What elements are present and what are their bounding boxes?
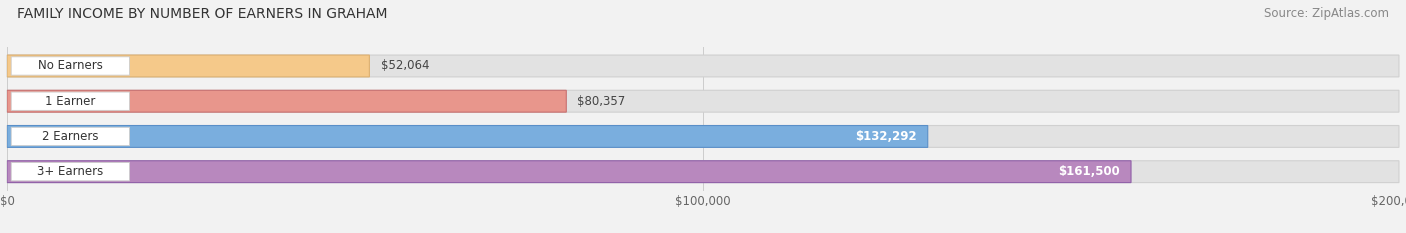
FancyBboxPatch shape: [7, 126, 1399, 147]
Text: $161,500: $161,500: [1059, 165, 1121, 178]
FancyBboxPatch shape: [7, 90, 567, 112]
FancyBboxPatch shape: [7, 90, 1399, 112]
FancyBboxPatch shape: [7, 55, 370, 77]
Text: $52,064: $52,064: [381, 59, 429, 72]
Text: Source: ZipAtlas.com: Source: ZipAtlas.com: [1264, 7, 1389, 20]
FancyBboxPatch shape: [7, 161, 1399, 183]
FancyBboxPatch shape: [11, 163, 129, 181]
FancyBboxPatch shape: [7, 55, 1399, 77]
Text: 2 Earners: 2 Earners: [42, 130, 98, 143]
Text: $132,292: $132,292: [855, 130, 917, 143]
Text: $80,357: $80,357: [578, 95, 626, 108]
FancyBboxPatch shape: [7, 126, 928, 147]
FancyBboxPatch shape: [11, 92, 129, 110]
FancyBboxPatch shape: [11, 57, 129, 75]
Text: No Earners: No Earners: [38, 59, 103, 72]
Text: 3+ Earners: 3+ Earners: [37, 165, 104, 178]
Text: FAMILY INCOME BY NUMBER OF EARNERS IN GRAHAM: FAMILY INCOME BY NUMBER OF EARNERS IN GR…: [17, 7, 388, 21]
FancyBboxPatch shape: [11, 127, 129, 146]
Text: 1 Earner: 1 Earner: [45, 95, 96, 108]
FancyBboxPatch shape: [7, 161, 1130, 183]
